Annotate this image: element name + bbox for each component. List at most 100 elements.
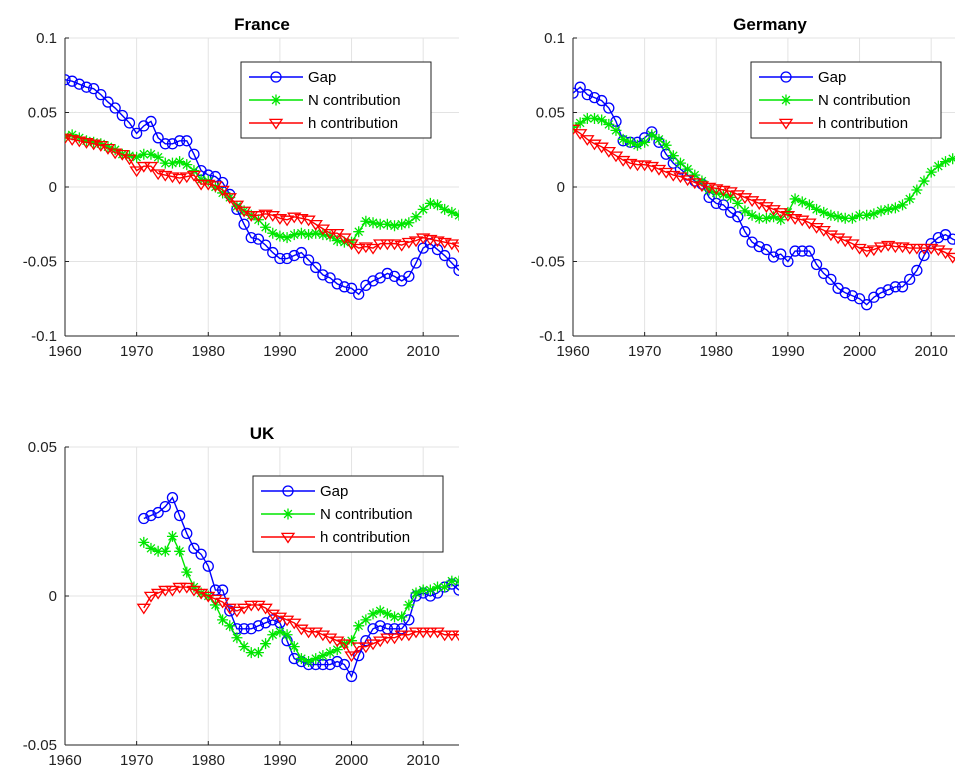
x-tick-label: 1970 [120, 752, 153, 769]
series-n-contribution-point [88, 136, 100, 148]
series-h-contribution-point-shape [795, 215, 810, 227]
series-h-contribution-point-shape [272, 612, 288, 624]
series-n-contribution-point-shape [174, 545, 186, 557]
series-n-contribution-point-shape [381, 218, 393, 230]
series-n-contribution-point-shape [803, 199, 815, 211]
series-gap-point [896, 281, 909, 293]
series-n-contribution-point [374, 218, 386, 230]
series-h-contribution-point [394, 630, 409, 642]
series-h-contribution-point [444, 630, 459, 642]
legend-h-contribution-marker [280, 532, 296, 544]
series-n-contribution-point-shape [839, 212, 851, 224]
series-gap-point [188, 148, 200, 160]
series-gap-point-shape [947, 233, 955, 245]
series-h-contribution-point-shape [129, 166, 144, 178]
series-n-contribution-point-shape [374, 218, 386, 230]
legend-h-contribution-label: h contribution [308, 115, 398, 132]
series-h-contribution-point [236, 603, 252, 615]
series-gap-point [145, 115, 157, 128]
series-h-contribution-point-shape [201, 591, 216, 603]
series-n-contribution-point-shape [703, 184, 715, 196]
series-gap-point-shape [152, 506, 164, 519]
series-gap-point-shape [381, 267, 394, 280]
series-h-contribution-point [258, 603, 273, 615]
y-tick-label: -0.1 [539, 328, 565, 345]
x-tick-label: 2000 [335, 343, 368, 360]
series-n-contribution-point-shape [381, 608, 393, 620]
series-n-contribution-point-shape [940, 156, 952, 168]
series-n-contribution-point-shape [303, 656, 315, 668]
series-gap-point-shape [767, 251, 780, 263]
series-n-contribution-point-shape [653, 133, 665, 145]
series-h-contribution-point [651, 164, 667, 176]
series-gap-point [102, 96, 114, 108]
series-h-contribution-point-shape [408, 627, 424, 639]
x-tick-label: 1980 [192, 752, 225, 769]
series-gap-point [439, 249, 451, 262]
series-h-contribution-point [251, 211, 266, 222]
series-h-contribution-point-shape [344, 651, 359, 663]
series-h-contribution-point [365, 243, 381, 255]
series-gap-point [875, 287, 887, 299]
series-h-contribution-point-shape [401, 630, 417, 642]
series-n-contribution-point-shape [317, 650, 329, 662]
series-h-contribution-point-shape [193, 179, 209, 191]
y-tick-label: -0.05 [23, 737, 57, 754]
series-n-contribution-point-shape [897, 199, 909, 211]
series-n-contribution-point-shape [353, 226, 365, 238]
series-n-contribution-point [152, 151, 164, 163]
series-n-contribution-point-shape [889, 202, 901, 214]
series-gap-point-shape [216, 584, 229, 596]
series-n-contribution-point-shape [145, 542, 157, 554]
series-gap-point [789, 245, 801, 257]
series-gap-point-shape [259, 239, 272, 251]
series-h-contribution-point [372, 239, 388, 251]
series-n-contribution-point-shape [152, 151, 164, 163]
series-n-contribution-point [803, 199, 815, 211]
series-n-contribution-point-shape [267, 227, 279, 239]
series-h-contribution-point-shape [322, 228, 338, 240]
series-n-contribution-point-shape [295, 653, 307, 665]
series-n-contribution-point-shape [689, 169, 701, 181]
series-h-contribution-point [165, 585, 180, 597]
series-n-contribution-point [252, 647, 264, 659]
series-gap-point [274, 252, 286, 265]
series-h-contribution-point-shape [866, 245, 882, 257]
chart-title: UK [250, 424, 275, 443]
series-gap-point-shape [588, 91, 601, 104]
y-tick-label: 0.05 [28, 105, 57, 122]
series-n-contribution-point-shape [861, 209, 873, 221]
series-n-contribution-point-shape [581, 112, 593, 124]
series-gap-point-shape [789, 245, 801, 257]
series-gap-point-shape [810, 258, 823, 271]
series-gap-point [324, 272, 336, 284]
series-gap-point [775, 248, 787, 260]
series-h-contribution-point-shape [444, 239, 459, 251]
series-n-contribution-point [396, 611, 408, 623]
series-gap-point [453, 584, 459, 596]
series-h-contribution-point-shape [687, 178, 702, 190]
series-n-contribution-point [66, 129, 78, 141]
series-h-contribution-point [408, 627, 424, 639]
series-n-contribution-point [925, 166, 937, 178]
series-gap-point [739, 226, 751, 238]
legend-h-contribution-label: h contribution [320, 529, 410, 546]
series-n-contribution-point [403, 599, 415, 611]
series-n-contribution-point-shape [310, 653, 322, 665]
series-gap-point-shape [116, 109, 128, 122]
series-gap-point [109, 102, 121, 114]
series-gap-point-shape [252, 620, 265, 632]
series-gap-point [932, 232, 944, 244]
series-n-contribution-point [217, 614, 229, 626]
series-gap-point [188, 542, 200, 554]
series-h-contribution-point [380, 633, 395, 645]
series-gap-point [810, 258, 823, 271]
series-gap-point-shape [732, 211, 744, 223]
series-n-contribution-point [159, 157, 171, 169]
series-n-contribution-point-shape [424, 197, 436, 209]
series-n-contribution-point-shape [152, 545, 164, 557]
series-h-contribution-point [630, 160, 645, 172]
series-n-contribution-point [231, 200, 243, 212]
series-gap-point [882, 284, 894, 296]
series-n-contribution-point [245, 647, 257, 659]
